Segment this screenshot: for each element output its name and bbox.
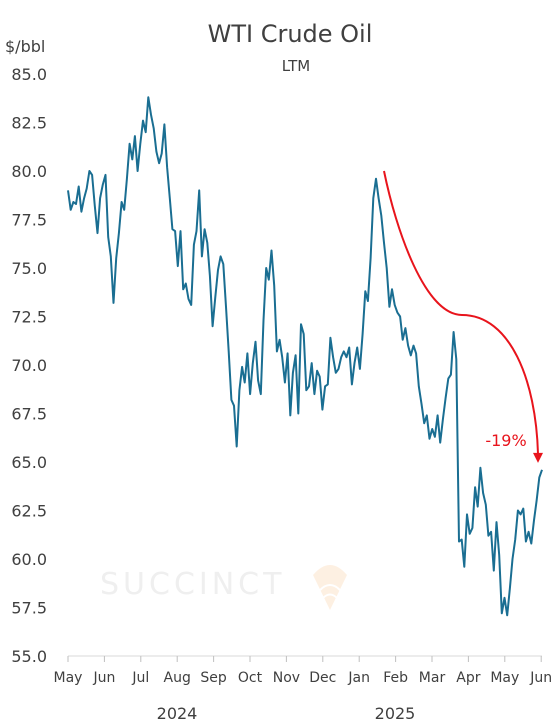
decline-label: -19%	[485, 431, 526, 450]
y-tick-label: 65.0	[11, 453, 47, 472]
year-label-2025: 2025	[375, 704, 416, 723]
watermark-logo-icon	[313, 565, 347, 610]
x-tick-label: Oct	[238, 670, 263, 686]
year-label-2024: 2024	[157, 704, 198, 723]
y-tick-label: 85.0	[11, 65, 47, 84]
y-tick-label: 77.5	[11, 211, 47, 230]
y-tick-label: 70.0	[11, 356, 47, 375]
y-tick-label: 55.0	[11, 647, 47, 666]
x-tick-label: Dec	[309, 670, 336, 686]
y-tick-label: 75.0	[11, 259, 47, 278]
x-tick-marks	[67, 656, 542, 662]
x-tick-label: May	[54, 670, 83, 686]
chart-subtitle: LTM	[282, 57, 310, 75]
y-tick-label: 57.5	[11, 599, 47, 618]
decline-arrowhead-icon	[533, 452, 543, 463]
x-tick-label: Mar	[419, 670, 446, 686]
x-tick-label: Sep	[200, 670, 227, 686]
x-tick-label: May	[490, 670, 519, 686]
x-tick-label: Jun	[529, 670, 552, 686]
watermark-text: SUCCINCT	[100, 567, 285, 602]
watermark: SUCCINCT	[100, 565, 347, 610]
y-axis: 85.0 82.5 80.0 77.5 75.0 72.5 70.0 67.5 …	[11, 65, 47, 666]
y-tick-label: 67.5	[11, 405, 47, 424]
y-tick-label: 72.5	[11, 308, 47, 327]
x-tick-label: Apr	[456, 670, 480, 686]
y-tick-label: 60.0	[11, 550, 47, 569]
decline-arrow	[383, 170, 539, 454]
x-tick-label: Feb	[383, 670, 408, 686]
y-unit-label: $/bbl	[5, 37, 45, 56]
x-tick-label: Aug	[164, 670, 191, 686]
y-tick-label: 82.5	[11, 114, 47, 133]
price-series-line	[67, 96, 543, 617]
y-tick-label: 62.5	[11, 502, 47, 521]
x-tick-label: Nov	[273, 670, 300, 686]
x-axis: May Jun Jul Aug Sep Oct Nov Dec Jan Feb …	[54, 655, 552, 723]
chart-title: WTI Crude Oil	[208, 20, 373, 48]
decline-annotation: -19%	[383, 170, 543, 463]
x-tick-label: Jan	[347, 670, 370, 686]
x-tick-label: Jun	[92, 670, 115, 686]
y-tick-label: 80.0	[11, 162, 47, 181]
x-tick-label: Jul	[131, 670, 149, 686]
